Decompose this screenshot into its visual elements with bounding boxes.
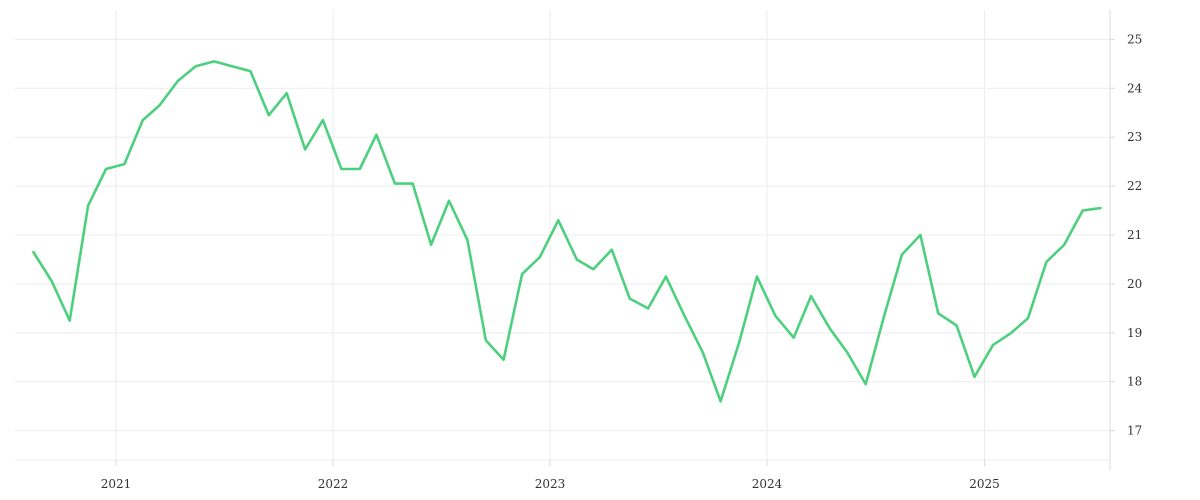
x-tick-label: 2024 xyxy=(752,477,783,491)
y-tick-label: 22 xyxy=(1127,179,1142,193)
x-tick-label: 2021 xyxy=(101,477,132,491)
x-tick-label: 2025 xyxy=(969,477,1000,491)
series-layer xyxy=(32,60,1102,403)
y-tick-label: 17 xyxy=(1127,424,1142,438)
grid-layer xyxy=(15,10,1110,461)
y-tick-label: 24 xyxy=(1127,81,1143,95)
x-tick-label: 2022 xyxy=(318,477,349,491)
y-tick-label: 18 xyxy=(1127,375,1142,389)
y-tick-label: 25 xyxy=(1127,32,1142,46)
x-tick-label: 2023 xyxy=(535,477,566,491)
y-tick-label: 19 xyxy=(1127,326,1142,340)
y-tick-label: 23 xyxy=(1127,130,1142,144)
y-tick-label: 20 xyxy=(1127,277,1142,291)
axis-layer xyxy=(115,10,1115,470)
y-tick-label: 21 xyxy=(1127,228,1142,242)
series-line xyxy=(32,60,1102,403)
